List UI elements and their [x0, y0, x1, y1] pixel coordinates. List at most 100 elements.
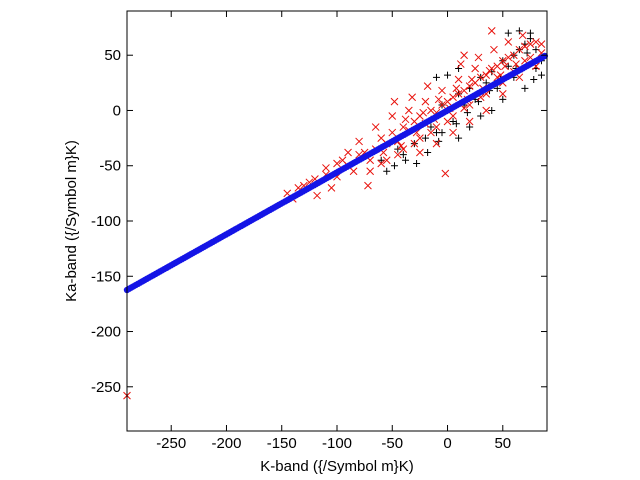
y-tick-label: -50 — [99, 158, 121, 175]
cross-point — [388, 112, 397, 120]
y-tick-label: 50 — [104, 47, 121, 64]
cross-point — [423, 82, 432, 91]
y-tick-label: -150 — [91, 268, 121, 285]
cross-point — [501, 62, 509, 71]
cross-point — [349, 167, 358, 176]
cross-point — [512, 60, 520, 68]
plus-point — [504, 62, 512, 70]
tick-labels: -250 -200 -150 -100 -50 0 50 -250 -200 -150 -100 -5… — [91, 47, 511, 452]
cross-point — [441, 169, 450, 178]
cross-point — [438, 101, 446, 109]
cross-point — [399, 145, 408, 154]
plus-point — [377, 156, 385, 164]
cross-point — [333, 159, 341, 168]
plus-point — [499, 95, 507, 103]
plus-point — [399, 151, 407, 159]
cross-point — [388, 128, 397, 137]
cross-point — [490, 45, 498, 54]
cross-point — [419, 108, 428, 117]
y-axis-title: Ka-band ({/Symbol m}K) — [63, 140, 80, 302]
plus-point — [526, 29, 534, 37]
plus-point — [421, 134, 429, 142]
plus-point — [530, 76, 538, 84]
cross-point — [532, 38, 540, 46]
y-tick-label: 0 — [113, 102, 121, 119]
tick-marks — [127, 11, 547, 431]
cross-point — [452, 84, 461, 93]
cross-point — [427, 106, 435, 115]
cross-point — [443, 97, 452, 106]
cross-point — [449, 112, 457, 120]
plus-point — [521, 84, 529, 92]
plus-point — [383, 167, 391, 175]
cross-point — [371, 123, 380, 131]
cross-point — [438, 86, 446, 95]
cross-point — [504, 38, 513, 46]
x-tick-label: -50 — [381, 435, 403, 452]
cross-point — [404, 106, 413, 115]
cross-point — [416, 134, 424, 142]
cross-point — [432, 139, 441, 148]
cross-point — [515, 45, 524, 54]
cross-point — [382, 156, 391, 165]
x-tick-label: -150 — [267, 435, 297, 452]
x-axis-title: K-band ({/Symbol m}K) — [260, 458, 413, 475]
plus-point — [477, 112, 485, 120]
cross-point — [454, 75, 463, 84]
x-tick-label: -200 — [211, 435, 241, 452]
cross-point — [537, 40, 546, 49]
cross-point — [456, 60, 465, 68]
cross-point — [390, 97, 399, 106]
cross-point — [454, 90, 463, 98]
plus-point — [438, 129, 446, 137]
y-tick-label: -200 — [91, 324, 121, 341]
cross-point — [504, 53, 513, 62]
plus-point — [537, 71, 545, 79]
cross-point — [498, 56, 507, 65]
cross-point — [471, 64, 480, 73]
cross-point — [460, 51, 468, 60]
cross-point — [449, 93, 457, 102]
plus-point — [504, 29, 512, 37]
cross-point — [355, 137, 363, 146]
cross-point — [313, 191, 321, 200]
cross-point — [482, 106, 491, 115]
fit-point — [541, 52, 548, 60]
cross-point — [467, 75, 476, 84]
cross-point — [449, 128, 457, 137]
plus-point — [455, 134, 463, 142]
plus-point — [432, 73, 440, 81]
cross-point — [416, 148, 424, 157]
plus-point — [413, 160, 421, 168]
x-tick-label: -100 — [322, 435, 352, 452]
cross-point — [521, 42, 529, 51]
plus-point — [402, 156, 410, 164]
plus-point — [466, 123, 474, 131]
x-tick-label: -250 — [156, 435, 186, 452]
cross-point — [487, 27, 496, 35]
y-tick-label: -100 — [91, 213, 121, 230]
cross-point — [434, 95, 443, 104]
plus-point — [515, 27, 523, 35]
plus-point — [444, 71, 452, 79]
cross-point — [408, 93, 417, 102]
cross-point — [474, 53, 483, 62]
cross-point — [401, 115, 410, 124]
cross-point — [460, 86, 468, 95]
x-tick-label: 50 — [494, 435, 511, 452]
plot-marks — [123, 27, 548, 400]
cross-point — [322, 164, 330, 172]
plus-point — [452, 120, 460, 128]
cross-point — [399, 123, 408, 131]
cross-point — [485, 66, 494, 75]
y-tick-label: -250 — [91, 379, 121, 396]
plus-point — [463, 109, 471, 117]
cross-point — [482, 71, 491, 79]
cross-point — [432, 123, 441, 131]
plus-point — [488, 106, 496, 114]
cross-point — [397, 141, 405, 150]
cross-point — [364, 181, 372, 190]
cross-point — [465, 82, 474, 91]
cross-point — [421, 97, 430, 106]
